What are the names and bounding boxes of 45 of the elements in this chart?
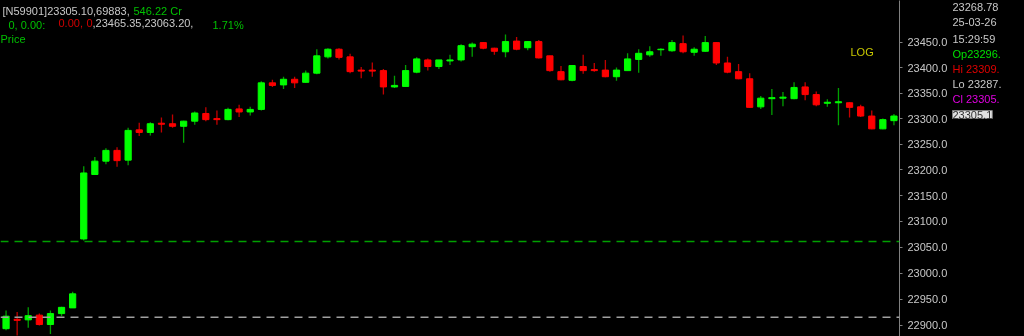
annotation: 0, 0.00: xyxy=(8,18,46,31)
candlestick xyxy=(213,109,221,126)
annotation: 0 xyxy=(86,16,93,29)
y-tick-label: 23350.0 xyxy=(907,87,948,100)
text: Cl 23305. xyxy=(952,92,1000,105)
candlestick xyxy=(768,88,776,116)
y-tick-label: 22900.0 xyxy=(907,319,948,332)
candlestick xyxy=(501,33,510,59)
annotation: 546.22 Cr xyxy=(133,4,183,17)
annotation: ,23465.35,23063.20, xyxy=(92,16,194,29)
text: 25-03-26 xyxy=(952,15,997,28)
candlestick xyxy=(446,54,454,66)
annotation: 1.71% xyxy=(212,18,244,31)
candlestick xyxy=(579,54,587,75)
text: Hi 23309. xyxy=(952,62,1000,75)
text: 23268.78 xyxy=(952,0,999,13)
candlestick xyxy=(113,146,121,168)
text: 15:29:59 xyxy=(952,32,996,45)
candlestick xyxy=(834,87,843,126)
annotation: Price xyxy=(0,32,26,45)
text: Lo 23287. xyxy=(952,77,1002,90)
y-tick-label: 23100.0 xyxy=(907,215,948,228)
y-tick-label: 23000.0 xyxy=(907,267,948,280)
candlestick xyxy=(313,48,321,75)
candlestick xyxy=(635,48,643,74)
text: 23305.1 xyxy=(952,108,993,121)
candlestick xyxy=(346,53,354,74)
y-tick-label: 23450.0 xyxy=(907,36,948,49)
candlestick xyxy=(13,311,21,336)
candlestick xyxy=(779,91,787,107)
y-tick-label: 23200.0 xyxy=(907,163,948,176)
candlestick xyxy=(379,68,388,96)
annotation: [N59901]23305.10,69883, xyxy=(2,4,130,17)
candlestick xyxy=(535,39,543,60)
y-tick-label: 23150.0 xyxy=(907,189,948,202)
candlestick xyxy=(402,64,410,88)
y-tick-label: 23050.0 xyxy=(907,241,948,254)
annotation: LOG xyxy=(850,45,874,58)
annotation: 0.00, xyxy=(58,16,83,29)
y-tick-label: 23250.0 xyxy=(907,138,948,151)
y-tick-label: 23400.0 xyxy=(907,61,948,74)
y-tick-label: 23300.0 xyxy=(907,112,948,125)
text: Op23296. xyxy=(952,47,1001,60)
candlestick xyxy=(712,41,720,66)
y-tick-label: 22950.0 xyxy=(907,293,948,306)
